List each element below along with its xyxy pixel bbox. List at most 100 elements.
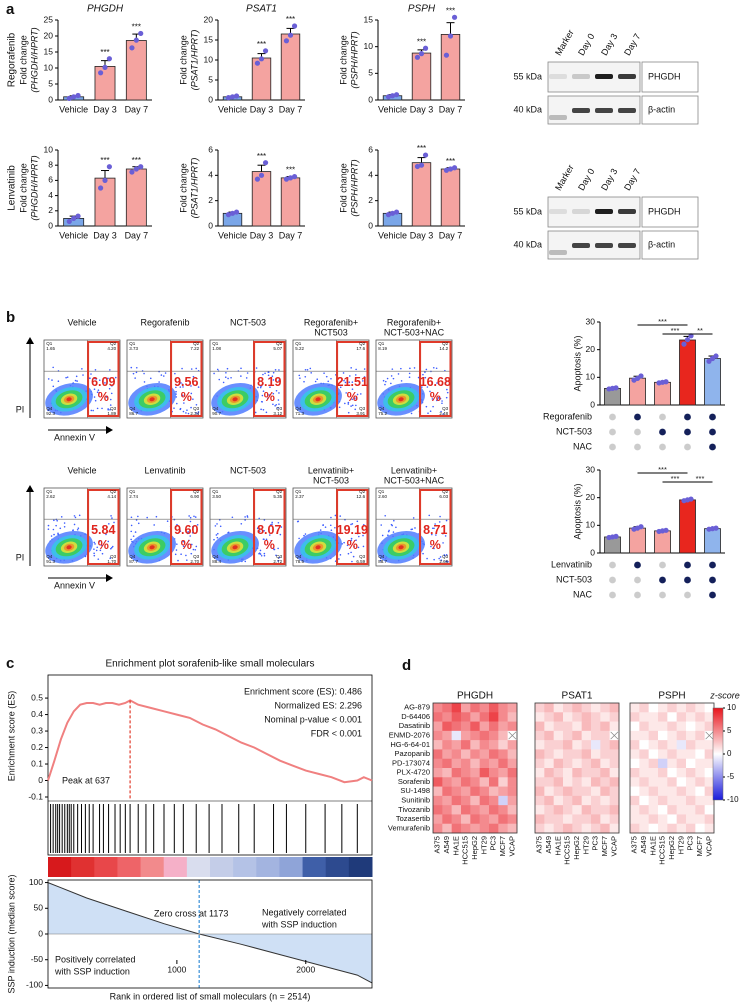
density-dot	[135, 519, 138, 521]
density-dot	[189, 535, 192, 537]
density-dot	[347, 403, 350, 405]
cell	[639, 777, 649, 787]
quadrant-name: Q4	[46, 554, 53, 559]
data-point	[422, 45, 429, 51]
density-dot	[186, 409, 188, 411]
cell	[563, 777, 573, 787]
bar	[251, 57, 272, 101]
cell	[470, 805, 480, 815]
cell	[442, 758, 452, 769]
cell	[572, 805, 582, 815]
density-dot	[195, 545, 198, 548]
cell	[609, 740, 620, 750]
density-dot	[338, 558, 340, 560]
cell	[676, 730, 687, 741]
y-tick-label: 10	[586, 372, 596, 382]
cell	[535, 703, 545, 713]
column-label: HT29	[581, 836, 590, 854]
cell	[686, 814, 696, 825]
condition-dot	[709, 591, 716, 599]
cell	[479, 768, 490, 778]
density-dot	[274, 368, 277, 371]
cell	[489, 805, 499, 815]
significance: ***	[286, 166, 295, 175]
lane-label: Day 0	[576, 167, 596, 192]
cell	[544, 814, 554, 825]
data-point	[102, 64, 108, 70]
quadrant-value: 92.3	[46, 411, 55, 416]
cell	[507, 786, 518, 797]
density-dot	[197, 386, 200, 388]
data-point	[613, 533, 619, 540]
cell	[498, 740, 508, 750]
protein-label: PHGDH	[648, 71, 681, 81]
y-tick-label: 2	[368, 195, 373, 205]
quadrant-value: 90.7	[212, 411, 221, 416]
cell	[572, 740, 582, 750]
flow-y-label: PI	[16, 552, 25, 562]
density-dot	[132, 535, 135, 537]
cell	[442, 805, 452, 815]
cell	[572, 795, 582, 806]
rank-color	[325, 857, 350, 877]
quadrant-name: Q2	[276, 341, 283, 346]
density-dot	[192, 548, 195, 551]
gate-unit: %	[181, 390, 192, 404]
quadrant-value: 2.34	[190, 411, 199, 416]
row-label: Regorafenib	[7, 32, 18, 87]
data-point	[447, 33, 454, 39]
data-point	[287, 32, 294, 38]
cell	[507, 740, 518, 750]
density-dot	[190, 392, 193, 395]
data-point	[706, 358, 712, 364]
x-tick-label: Day 7	[439, 104, 463, 114]
cell	[489, 712, 499, 722]
data-point	[258, 56, 265, 62]
missing-cross	[705, 731, 714, 740]
quadrant-value: 5.07	[273, 346, 282, 351]
density-dot	[442, 542, 444, 544]
data-point	[129, 169, 135, 175]
density-dot	[182, 545, 185, 548]
density-dot	[216, 532, 219, 535]
density-dot	[361, 380, 364, 382]
cell	[470, 786, 480, 797]
cell	[600, 749, 610, 760]
cell	[630, 814, 640, 825]
density-dot	[391, 368, 394, 370]
density-dot	[422, 373, 424, 376]
gate-unit: %	[347, 390, 358, 404]
quadrant-name: Q1	[129, 341, 136, 346]
column-label: PC3	[489, 836, 498, 851]
cell	[535, 823, 545, 834]
cell	[489, 777, 499, 787]
bar	[704, 528, 721, 554]
density	[398, 545, 404, 550]
cell	[648, 805, 659, 815]
density-dot	[267, 397, 269, 399]
density-dot	[384, 380, 387, 383]
cell	[591, 786, 601, 797]
cell	[639, 703, 649, 713]
y-axis-label: (PSPH/HPRT)	[349, 31, 359, 88]
density-dot	[265, 411, 268, 414]
condition-dot	[609, 413, 616, 421]
cell	[553, 703, 564, 713]
panel-label: c	[6, 655, 14, 672]
quadrant-name: Q4	[212, 406, 219, 411]
chart-title: PHGDH	[87, 4, 124, 15]
significance: ***	[446, 157, 455, 166]
quadrant-value: 2.48	[439, 411, 448, 416]
flow-title: Lenvatinib+	[391, 465, 437, 475]
rank-color	[117, 857, 142, 877]
density-dot	[334, 514, 337, 517]
cell	[667, 740, 677, 750]
density-dot	[347, 552, 350, 555]
quadrant-value: 5.22	[295, 346, 304, 351]
cell	[591, 814, 601, 825]
cell	[442, 712, 452, 722]
cell	[572, 786, 582, 797]
bar	[440, 34, 461, 101]
gate-value: 9.56	[174, 375, 198, 389]
cell	[553, 730, 564, 741]
